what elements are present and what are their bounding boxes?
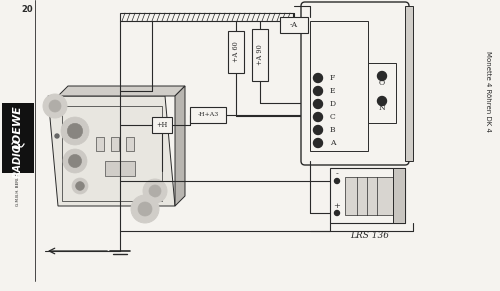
Bar: [228, 31, 244, 73]
Circle shape: [143, 179, 167, 203]
Bar: [345, 177, 393, 215]
Text: LRS 136: LRS 136: [350, 230, 390, 239]
FancyBboxPatch shape: [301, 2, 409, 165]
Text: -A: -A: [290, 21, 298, 29]
Circle shape: [378, 72, 386, 81]
Bar: [120, 13, 293, 21]
Circle shape: [68, 155, 82, 168]
Bar: [280, 17, 308, 33]
Text: B: B: [330, 126, 336, 134]
Circle shape: [314, 139, 322, 148]
Circle shape: [314, 113, 322, 122]
Circle shape: [61, 117, 89, 145]
Text: +H: +H: [156, 121, 168, 129]
Circle shape: [334, 210, 340, 216]
Circle shape: [131, 195, 159, 223]
Circle shape: [72, 178, 88, 194]
Bar: [393, 168, 405, 223]
Bar: [310, 21, 368, 151]
Circle shape: [138, 202, 152, 216]
Text: E: E: [330, 87, 336, 95]
Bar: [126, 137, 134, 151]
Text: 20: 20: [21, 4, 33, 13]
Text: C: C: [330, 113, 336, 121]
Polygon shape: [48, 96, 175, 206]
Text: Monette 4 Röhren DK 4: Monette 4 Röhren DK 4: [485, 51, 491, 132]
Bar: [96, 137, 104, 151]
Circle shape: [76, 182, 84, 190]
Text: D: D: [330, 100, 336, 108]
Text: F: F: [330, 74, 335, 82]
Polygon shape: [175, 86, 185, 206]
Text: +A 60: +A 60: [232, 42, 240, 62]
Bar: [330, 168, 405, 223]
Circle shape: [43, 94, 67, 118]
Text: O: O: [379, 79, 385, 87]
Bar: [305, 6, 405, 161]
Text: RADIO: RADIO: [13, 143, 23, 178]
Circle shape: [314, 100, 322, 109]
Text: LOEWE: LOEWE: [13, 105, 23, 149]
Text: N: N: [378, 104, 386, 112]
Bar: [62, 106, 162, 201]
Circle shape: [378, 97, 386, 106]
Circle shape: [49, 100, 61, 112]
Text: A: A: [330, 139, 336, 147]
Bar: [111, 137, 119, 151]
Circle shape: [149, 185, 161, 197]
Text: -H+A3: -H+A3: [198, 113, 218, 118]
Bar: [405, 6, 413, 161]
Bar: [152, 117, 172, 133]
Circle shape: [11, 137, 25, 151]
Circle shape: [63, 149, 87, 173]
Bar: [252, 29, 268, 81]
Bar: [2, 103, 34, 173]
Circle shape: [314, 125, 322, 134]
Text: +A 90: +A 90: [256, 45, 264, 65]
Text: +: +: [334, 202, 340, 210]
Circle shape: [55, 134, 59, 138]
Circle shape: [314, 74, 322, 83]
Bar: [105, 161, 135, 176]
Circle shape: [314, 86, 322, 95]
Bar: [190, 107, 226, 123]
Circle shape: [68, 123, 82, 139]
Text: -: -: [336, 170, 338, 178]
Text: G.M.B.H. BERLIN-STEGLITZ: G.M.B.H. BERLIN-STEGLITZ: [16, 152, 20, 206]
Bar: [368, 63, 396, 123]
Circle shape: [334, 178, 340, 184]
Polygon shape: [58, 86, 185, 96]
